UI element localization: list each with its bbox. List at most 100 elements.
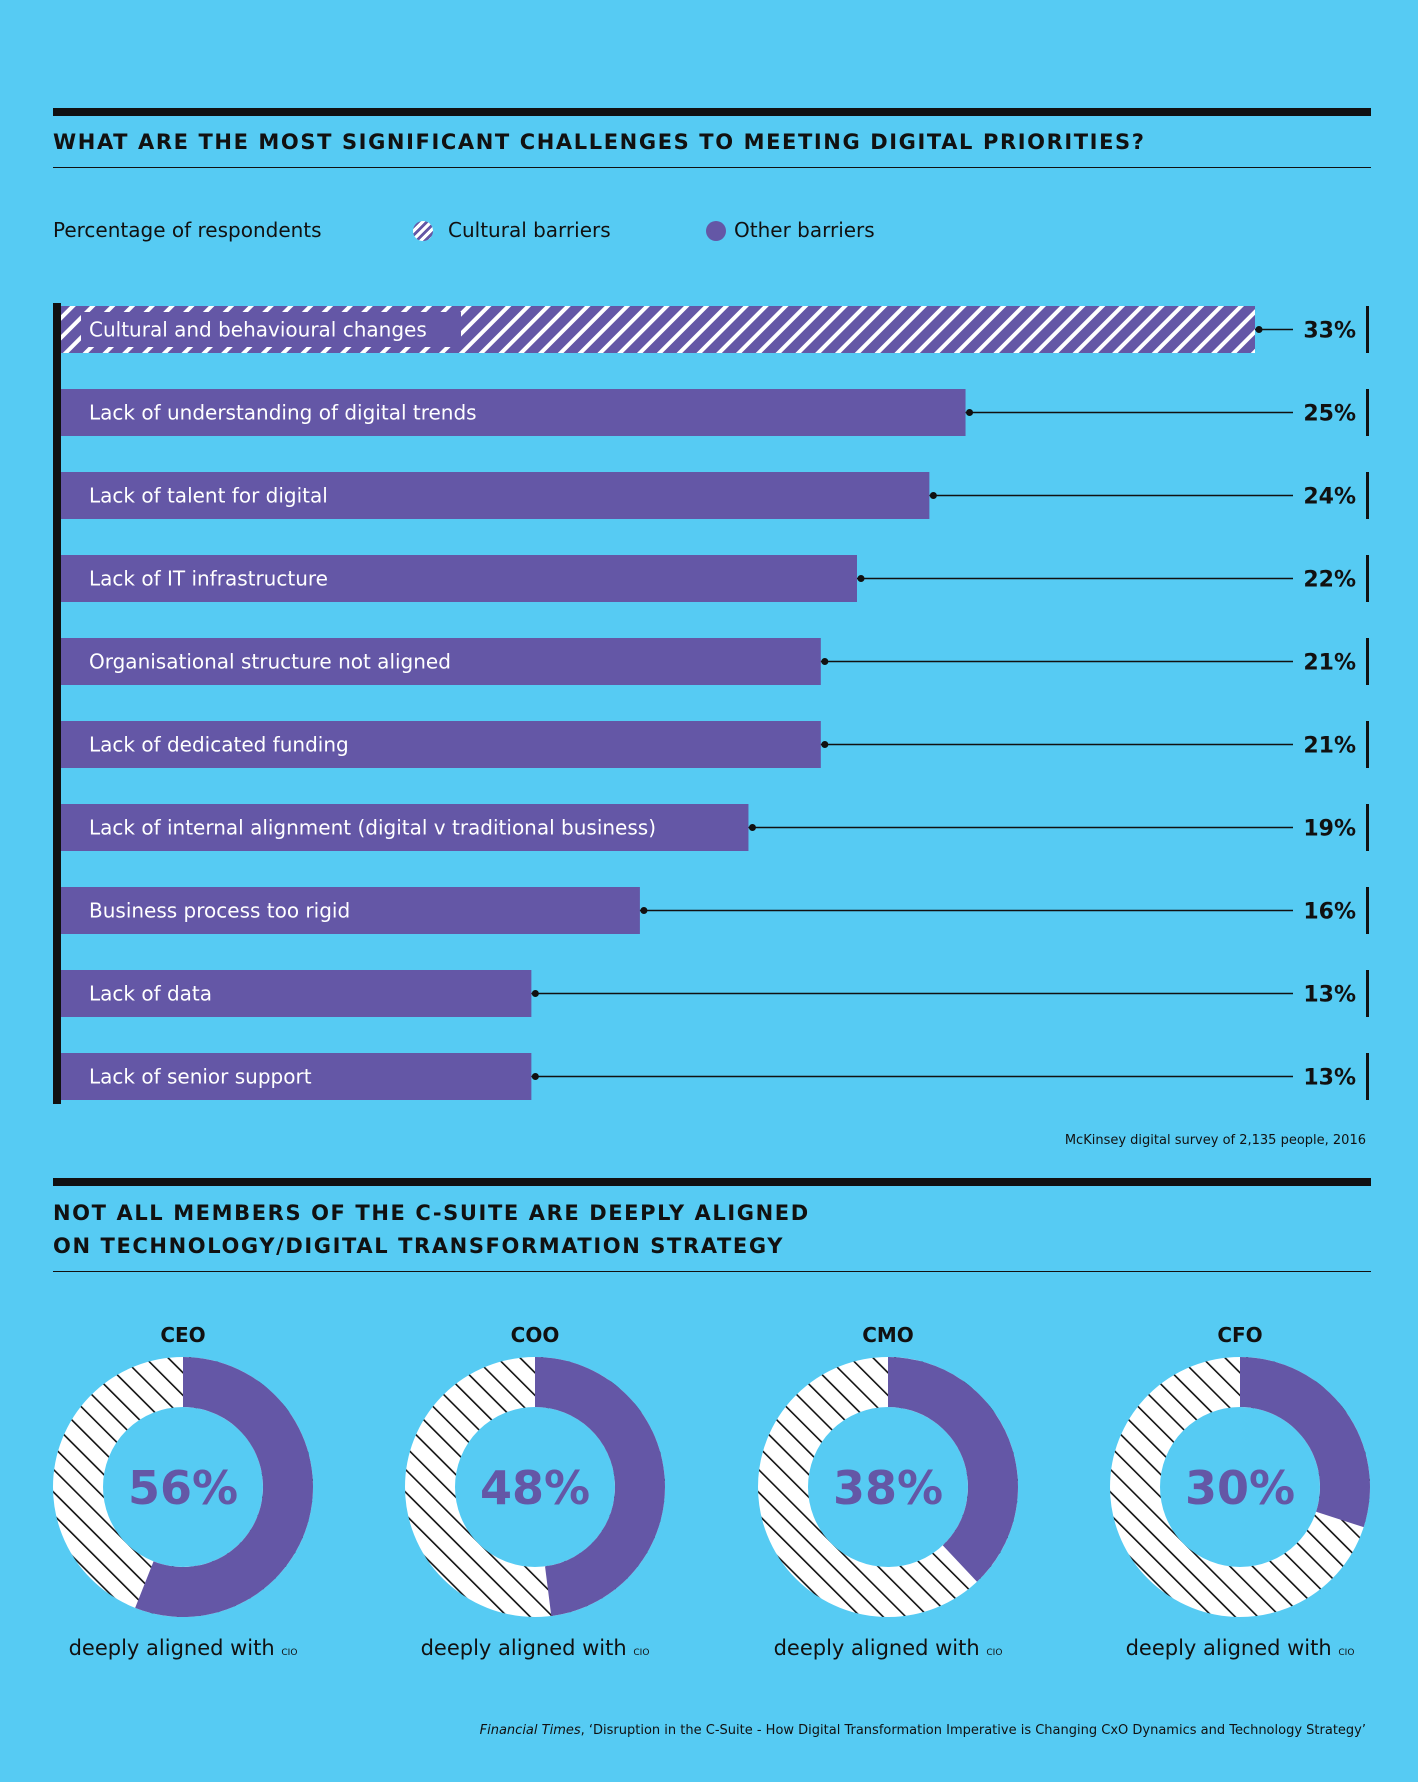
- bar-category-label: Organisational structure not aligned: [89, 650, 451, 674]
- bar: [61, 804, 749, 851]
- donut-value-segment: [888, 1357, 1018, 1582]
- legend-solid-swatch: [706, 221, 726, 241]
- donut-chart: 38%: [758, 1357, 1018, 1617]
- bar-value-label: 16%: [1303, 900, 1356, 925]
- section2-title-line1: NOT ALL MEMBERS OF THE C-SUITE ARE DEEPL…: [53, 1201, 810, 1225]
- bar-value-label: 25%: [1303, 402, 1356, 427]
- value-tick: [1366, 887, 1369, 934]
- bar: [61, 1053, 532, 1100]
- bar-group: Lack of internal alignment (digital v tr…: [61, 804, 1369, 851]
- value-tick: [1366, 472, 1369, 519]
- donut-caption: deeply aligned with CIO: [385, 1636, 685, 1660]
- donut-caption-cio: CIO: [1338, 1648, 1355, 1658]
- leader-dot: [1255, 326, 1263, 333]
- bar: [61, 887, 640, 934]
- footer-citation: Financial Times, ‘Disruption in the C-Su…: [480, 1723, 1366, 1738]
- donut-card: CFO 30% deeply aligned with CIO: [1090, 1318, 1390, 1660]
- donut-chart: 56%: [53, 1357, 314, 1617]
- donut-caption-cio: CIO: [633, 1648, 650, 1658]
- donut-card: COO 48% deeply aligned with CIO: [385, 1318, 685, 1660]
- bar: [61, 721, 821, 768]
- donut-value-segment: [535, 1357, 665, 1616]
- donut-percentage: 38%: [833, 1461, 943, 1515]
- value-tick: [1366, 555, 1369, 602]
- leader-dot: [531, 1073, 539, 1080]
- donut-chart: 30%: [1110, 1357, 1370, 1617]
- legend-label-other: Other barriers: [734, 218, 875, 242]
- donut-percentage: 48%: [480, 1461, 590, 1515]
- value-tick: [1366, 389, 1369, 436]
- bar-value-label: 21%: [1303, 734, 1356, 759]
- value-tick: [1366, 804, 1369, 851]
- leader-dot: [821, 741, 829, 748]
- leader-dot: [640, 907, 648, 914]
- bar-label-backing: [81, 312, 461, 347]
- bar-value-label: 19%: [1303, 817, 1356, 842]
- donut-value-segment: [1240, 1357, 1370, 1528]
- bar-group: Organisational structure not aligned 21%: [61, 638, 1369, 685]
- donut-role-label: CFO: [1217, 1323, 1263, 1347]
- bar-category-label: Lack of senior support: [89, 1065, 312, 1089]
- bar: [61, 472, 930, 519]
- section2-underline: [53, 1271, 1371, 1272]
- bar-group: Lack of dedicated funding 21%: [61, 721, 1369, 768]
- top-rule: [53, 108, 1371, 116]
- bar-group: Lack of senior support 13%: [61, 1053, 1369, 1100]
- donut-percentage: 30%: [1185, 1461, 1295, 1515]
- leader-dot: [748, 824, 756, 831]
- legend-label-cultural: Cultural barriers: [448, 218, 611, 242]
- bar-category-label: Business process too rigid: [89, 899, 350, 923]
- bar-category-label: Lack of data: [89, 982, 212, 1006]
- bar: [61, 389, 966, 436]
- bar-value-label: 21%: [1303, 651, 1356, 676]
- bar: [61, 555, 857, 602]
- donut-chart: 48%: [405, 1357, 665, 1617]
- value-tick: [1366, 638, 1369, 685]
- donut-value-segment: [135, 1357, 314, 1617]
- footer-publication: Financial Times: [479, 1723, 581, 1738]
- bar-value-label: 33%: [1303, 319, 1356, 344]
- section2-title-line2: ON TECHNOLOGY/DIGITAL TRANSFORMATION STR…: [53, 1234, 784, 1258]
- donut-caption-text: deeply aligned with: [420, 1636, 634, 1660]
- value-tick: [1366, 970, 1369, 1017]
- leader-dot: [531, 990, 539, 997]
- donut-card: CEO 56% deeply aligned with CIO: [33, 1318, 333, 1660]
- bar-group: Lack of talent for digital 24%: [61, 472, 1369, 519]
- bar-category-label: Lack of understanding of digital trends: [89, 401, 477, 425]
- bar-category-label: Lack of dedicated funding: [89, 733, 349, 757]
- section2-rule: [53, 1178, 1371, 1186]
- donut-caption-cio: CIO: [986, 1648, 1003, 1658]
- donut-caption: deeply aligned with CIO: [33, 1636, 333, 1660]
- bar-group: Business process too rigid 16%: [61, 887, 1369, 934]
- donut-card: CMO 38% deeply aligned with CIO: [738, 1318, 1038, 1660]
- bar-value-label: 13%: [1303, 983, 1356, 1008]
- donut-caption-text: deeply aligned with: [773, 1636, 987, 1660]
- legend: Percentage of respondents Cultural barri…: [53, 216, 1053, 246]
- leader-dot: [929, 492, 937, 499]
- donut-percentage: 56%: [128, 1461, 238, 1515]
- footer-text: , ‘Disruption in the C-Suite - How Digit…: [580, 1723, 1366, 1738]
- bar-group: Lack of understanding of digital trends 2…: [61, 389, 1369, 436]
- donut-caption: deeply aligned with CIO: [738, 1636, 1038, 1660]
- donut-caption-text: deeply aligned with: [1125, 1636, 1339, 1660]
- donut-role-label: CEO: [160, 1323, 206, 1347]
- bar-group: Cultural and behavioural changes 33%: [61, 306, 1369, 353]
- bar-axis-line: [53, 303, 61, 1104]
- source-note: McKinsey digital survey of 2,135 people,…: [1064, 1133, 1366, 1148]
- bar-category-label: Lack of internal alignment (digital v tr…: [89, 816, 656, 840]
- bar-category-label: Lack of talent for digital: [89, 484, 328, 508]
- donut-caption-text: deeply aligned with: [68, 1636, 282, 1660]
- bar-value-label: 13%: [1303, 1066, 1356, 1091]
- value-tick: [1366, 306, 1369, 353]
- bar-value-label: 24%: [1303, 485, 1356, 510]
- donut-caption: deeply aligned with CIO: [1090, 1636, 1390, 1660]
- bar: [61, 638, 821, 685]
- value-tick: [1366, 1053, 1369, 1100]
- bar-group: Lack of IT infrastructure 22%: [61, 555, 1369, 602]
- bar-value-label: 22%: [1303, 568, 1356, 593]
- title-underline: [53, 167, 1371, 168]
- donut-role-label: COO: [510, 1323, 560, 1347]
- chart-title: WHAT ARE THE MOST SIGNIFICANT CHALLENGES…: [53, 130, 1146, 154]
- bar: [61, 970, 532, 1017]
- leader-dot: [966, 409, 974, 416]
